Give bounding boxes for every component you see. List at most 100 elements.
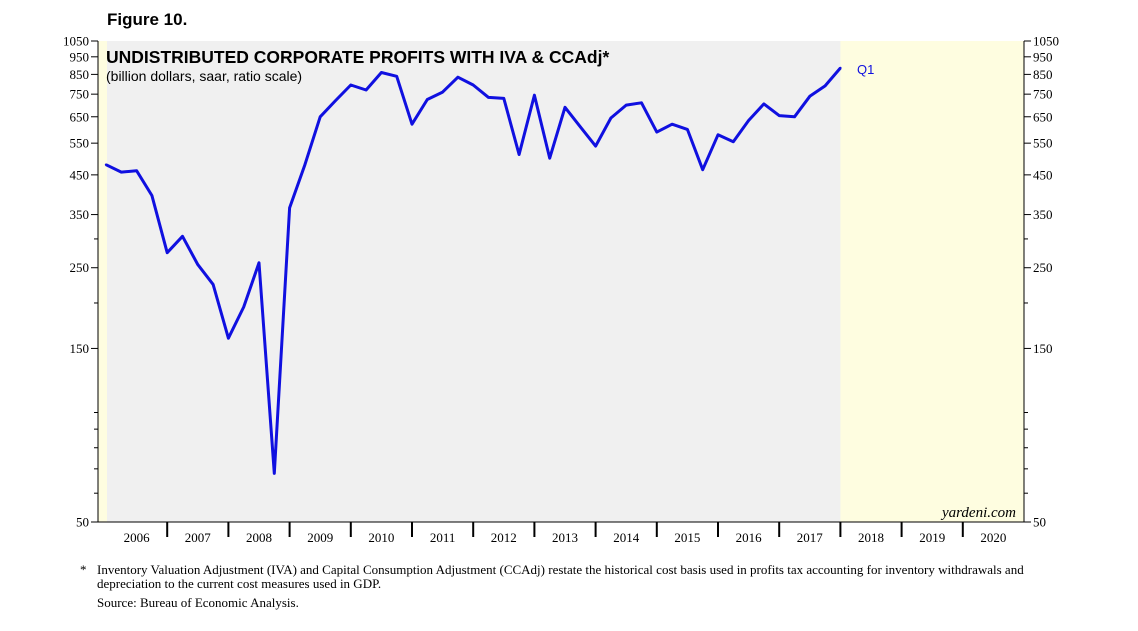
x-tick-label: 2012	[491, 530, 517, 545]
y-tick-label-left: 750	[70, 87, 90, 102]
data-point	[502, 97, 505, 100]
y-tick-label-right: 950	[1033, 49, 1053, 64]
data-point	[303, 163, 307, 166]
data-point	[120, 170, 123, 174]
x-tick-label: 2009	[307, 530, 333, 545]
data-point	[395, 75, 398, 78]
x-tick-label: 2011	[430, 530, 456, 545]
data-point	[319, 115, 322, 119]
data-point	[548, 157, 551, 160]
data-point	[441, 90, 444, 94]
axes	[97, 41, 1025, 523]
end-label: Q1	[857, 62, 874, 77]
data-point	[747, 119, 750, 122]
data-point	[166, 251, 169, 254]
data-point	[517, 153, 521, 156]
watermark: yardeni.com	[940, 505, 1016, 521]
data-point	[609, 116, 613, 120]
y-tick-label-left: 550	[70, 136, 90, 151]
data-point	[793, 115, 796, 119]
data-point	[640, 101, 643, 105]
chart-subtitle: (billion dollars, saar, ratio scale)	[106, 68, 302, 84]
y-tick-label-right: 650	[1033, 109, 1053, 124]
data-point	[334, 99, 337, 102]
data-point	[716, 133, 720, 136]
y-tick-label-left: 250	[70, 260, 90, 275]
data-point	[273, 472, 276, 475]
footnote-marker: *	[80, 562, 87, 577]
data-point	[181, 235, 184, 238]
data-point	[150, 194, 154, 197]
data-point	[380, 71, 383, 74]
y-tick-label-right: 350	[1033, 207, 1053, 222]
data-point	[426, 98, 429, 101]
chart: 50 50 150 150 250 250 350 350 450 450 550 550 650 650…	[63, 34, 1059, 546]
y-tick-label-right: 750	[1033, 87, 1053, 102]
x-tick-label: 2006	[124, 530, 151, 545]
data-point	[579, 125, 582, 128]
x-tick-label: 2020	[980, 530, 1006, 545]
data-point	[563, 106, 567, 109]
chart-title: UNDISTRIBUTED CORPORATE PROFITS WITH IVA…	[106, 47, 609, 67]
y-tick-label-right: 50	[1033, 515, 1046, 530]
y-tick-label-left: 450	[70, 167, 90, 182]
data-point	[839, 66, 842, 70]
figure-label: Figure 10.	[107, 10, 188, 29]
data-point	[823, 84, 827, 88]
x-tick-label: 2014	[613, 530, 640, 545]
y-tick-label-left: 850	[70, 67, 90, 82]
x-tick-label: 2013	[552, 530, 578, 545]
data-point	[227, 337, 230, 340]
data-point	[533, 94, 536, 97]
y-tick-label-right: 250	[1033, 260, 1053, 275]
data-period-background	[107, 41, 841, 522]
data-point	[594, 144, 597, 148]
data-point	[732, 140, 735, 143]
x-tick-label: 2017	[797, 530, 824, 545]
data-point	[655, 130, 658, 134]
data-point	[701, 168, 704, 171]
x-tick-label: 2007	[185, 530, 212, 545]
y-tick-label-left: 350	[70, 207, 90, 222]
y-tick-label-right: 550	[1033, 136, 1053, 151]
y-tick-label-right: 850	[1033, 67, 1053, 82]
footnote-source: Source: Bureau of Economic Analysis.	[97, 595, 299, 610]
x-tick-label: 2016	[736, 530, 763, 545]
y-tick-label-left: 50	[76, 515, 89, 530]
x-tick-label: 2008	[246, 530, 272, 545]
y-tick-label-right: 150	[1033, 341, 1053, 356]
data-point	[456, 76, 460, 79]
y-tick-label-left: 950	[70, 49, 90, 64]
y-axis-ticks: 50 50 150 150 250 250 350 350 450 450 550 550 650 650…	[63, 34, 1059, 530]
data-point	[196, 263, 199, 266]
x-tick-label: 2019	[919, 530, 945, 545]
data-point	[349, 83, 352, 87]
data-point	[364, 88, 368, 92]
x-axis-ticks: 2006 2007 2008 2009 2010 2011 2012 2013 2014 2015…	[124, 522, 1006, 545]
data-point	[242, 305, 245, 309]
data-point	[778, 114, 781, 117]
data-point	[211, 283, 215, 286]
data-points	[104, 66, 842, 475]
y-tick-label-left: 1050	[63, 34, 89, 49]
x-tick-label: 2010	[368, 530, 394, 545]
data-point	[472, 83, 475, 87]
footnote-text: Inventory Valuation Adjustment (IVA) and…	[97, 562, 1024, 591]
data-point	[410, 123, 414, 126]
data-point	[808, 95, 811, 98]
data-point	[670, 123, 674, 126]
data-point	[686, 128, 689, 131]
y-tick-label-right: 450	[1033, 167, 1053, 182]
data-point	[135, 169, 138, 172]
x-tick-label: 2018	[858, 530, 884, 545]
data-point	[625, 103, 628, 107]
data-point	[257, 261, 261, 264]
y-tick-label-left: 150	[70, 341, 90, 356]
data-point	[288, 206, 291, 210]
y-tick-label-left: 650	[70, 109, 90, 124]
data-point	[762, 102, 766, 106]
data-point	[487, 96, 490, 99]
y-tick-label-right: 1050	[1033, 34, 1059, 49]
data-point	[104, 163, 108, 166]
x-tick-label: 2015	[674, 530, 700, 545]
